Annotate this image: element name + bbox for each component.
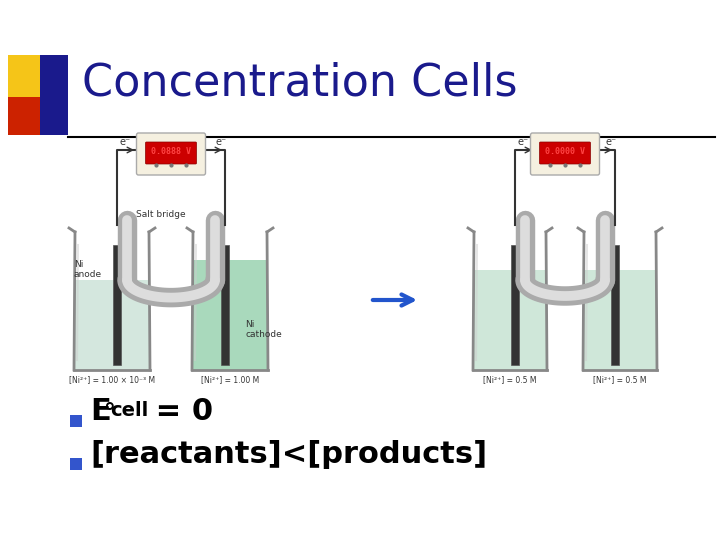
- Bar: [70, 415, 82, 427]
- FancyBboxPatch shape: [539, 142, 590, 164]
- Bar: [113, 245, 121, 365]
- Text: Ni
anode: Ni anode: [74, 260, 102, 279]
- Text: e⁻: e⁻: [518, 137, 529, 147]
- Bar: [8, 97, 50, 135]
- Bar: [221, 245, 229, 365]
- Bar: [474, 270, 546, 370]
- Text: e⁻: e⁻: [120, 137, 131, 147]
- Text: Salt bridge: Salt bridge: [136, 210, 186, 219]
- Text: [Ni²⁺] = 0.5 M: [Ni²⁺] = 0.5 M: [593, 375, 647, 384]
- Text: cell: cell: [110, 401, 148, 420]
- Text: = 0: = 0: [145, 397, 213, 426]
- Text: [Ni²⁺] = 1.00 × 10⁻³ M: [Ni²⁺] = 1.00 × 10⁻³ M: [69, 375, 155, 384]
- FancyBboxPatch shape: [145, 142, 197, 164]
- Bar: [193, 260, 267, 370]
- FancyBboxPatch shape: [137, 133, 205, 175]
- Text: Ni
cathode: Ni cathode: [245, 320, 282, 340]
- FancyBboxPatch shape: [531, 133, 600, 175]
- Text: °: °: [104, 402, 116, 426]
- Text: E: E: [90, 397, 111, 426]
- Bar: [40, 55, 68, 135]
- Text: 0.0000 V: 0.0000 V: [545, 147, 585, 157]
- Bar: [611, 245, 619, 365]
- Bar: [511, 245, 519, 365]
- Text: 0.0888 V: 0.0888 V: [151, 147, 191, 157]
- Bar: [8, 55, 50, 97]
- Text: e⁻: e⁻: [605, 137, 616, 147]
- Text: [reactants]<[products]: [reactants]<[products]: [90, 440, 487, 469]
- Text: [Ni²⁺] = 0.5 M: [Ni²⁺] = 0.5 M: [483, 375, 536, 384]
- Bar: [75, 280, 149, 370]
- Text: [Ni²⁺] = 1.00 M: [Ni²⁺] = 1.00 M: [201, 375, 259, 384]
- Text: Concentration Cells: Concentration Cells: [82, 62, 518, 105]
- Bar: [70, 458, 82, 470]
- Bar: [584, 270, 656, 370]
- Text: e⁻: e⁻: [215, 137, 226, 147]
